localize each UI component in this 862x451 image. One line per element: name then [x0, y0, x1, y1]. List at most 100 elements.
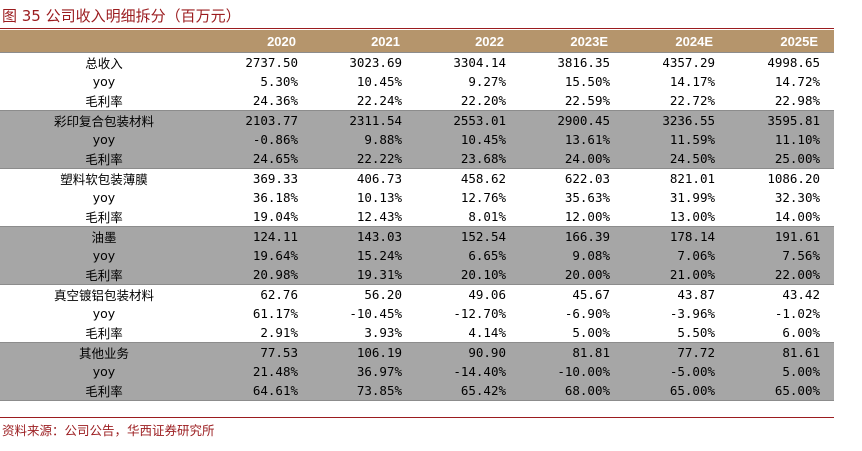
row-label: 毛利率	[0, 207, 208, 227]
table-row: yoy 19.64% 15.24% 6.65% 9.08% 7.06% 7.56%	[0, 246, 834, 265]
value-cell: 65.42%	[416, 381, 520, 401]
row-label: 毛利率	[0, 265, 208, 285]
header-year-5: 2024E	[624, 30, 729, 53]
value-cell: 22.59%	[520, 91, 624, 111]
value-cell: 13.61%	[520, 130, 624, 149]
table-row: 毛利率 20.98% 19.31% 20.10% 20.00% 21.00% 22.00%	[0, 265, 834, 285]
row-label: 毛利率	[0, 91, 208, 111]
header-label-cell	[0, 30, 208, 53]
row-label: 彩印复合包装材料	[0, 110, 208, 130]
table-row: 毛利率 24.36% 22.24% 22.20% 22.59% 22.72% 22.98%	[0, 91, 834, 111]
value-cell: -12.70%	[416, 304, 520, 323]
value-cell: 62.76	[208, 284, 312, 304]
value-cell: 24.00%	[520, 149, 624, 169]
value-cell: 25.00%	[729, 149, 834, 169]
value-cell: 406.73	[312, 168, 416, 188]
value-cell: 43.87	[624, 284, 729, 304]
value-cell: 15.24%	[312, 246, 416, 265]
row-label: 其他业务	[0, 342, 208, 362]
value-cell: 191.61	[729, 226, 834, 246]
value-cell: 143.03	[312, 226, 416, 246]
value-cell: 106.19	[312, 342, 416, 362]
value-cell: 19.31%	[312, 265, 416, 285]
value-cell: 8.01%	[416, 207, 520, 227]
figure-title: 图 35 公司收入明细拆分（百万元）	[2, 7, 241, 25]
value-cell: 90.90	[416, 342, 520, 362]
value-cell: 6.65%	[416, 246, 520, 265]
value-cell: 43.42	[729, 284, 834, 304]
value-cell: 21.48%	[208, 362, 312, 381]
row-label: 油墨	[0, 226, 208, 246]
value-cell: 61.17%	[208, 304, 312, 323]
table-row: 塑料软包装薄膜 369.33 406.73 458.62 622.03 821.01 108…	[0, 168, 834, 188]
value-cell: 68.00%	[520, 381, 624, 401]
table-row: yoy -0.86% 9.88% 10.45% 13.61% 11.59% 11.10%	[0, 130, 834, 149]
value-cell: 166.39	[520, 226, 624, 246]
header-year-2: 2021	[312, 30, 416, 53]
value-cell: 19.64%	[208, 246, 312, 265]
value-cell: 73.85%	[312, 381, 416, 401]
value-cell: 31.99%	[624, 188, 729, 207]
value-cell: 2311.54	[312, 110, 416, 130]
value-cell: 23.68%	[416, 149, 520, 169]
row-label: yoy	[0, 246, 208, 265]
header-year-3: 2022	[416, 30, 520, 53]
value-cell: -6.90%	[520, 304, 624, 323]
value-cell: 81.61	[729, 342, 834, 362]
table-row: yoy 21.48% 36.97% -14.40% -10.00% -5.00% 5.00%	[0, 362, 834, 381]
value-cell: 2553.01	[416, 110, 520, 130]
value-cell: 178.14	[624, 226, 729, 246]
value-cell: 36.18%	[208, 188, 312, 207]
value-cell: 4998.65	[729, 52, 834, 72]
value-cell: 65.00%	[729, 381, 834, 401]
row-label: yoy	[0, 72, 208, 91]
table-row: 真空镀铝包装材料 62.76 56.20 49.06 45.67 43.87 43.42	[0, 284, 834, 304]
value-cell: 22.24%	[312, 91, 416, 111]
value-cell: 5.50%	[624, 323, 729, 343]
value-cell: 369.33	[208, 168, 312, 188]
header-year-4: 2023E	[520, 30, 624, 53]
value-cell: 32.30%	[729, 188, 834, 207]
value-cell: 49.06	[416, 284, 520, 304]
value-cell: 13.00%	[624, 207, 729, 227]
value-cell: 4357.29	[624, 52, 729, 72]
value-cell: 24.50%	[624, 149, 729, 169]
value-cell: -10.45%	[312, 304, 416, 323]
value-cell: 20.00%	[520, 265, 624, 285]
row-label: yoy	[0, 130, 208, 149]
table-row: 彩印复合包装材料 2103.77 2311.54 2553.01 2900.45 3236…	[0, 110, 834, 130]
row-label: 塑料软包装薄膜	[0, 168, 208, 188]
table-row: yoy 61.17% -10.45% -12.70% -6.90% -3.96% -1.02…	[0, 304, 834, 323]
value-cell: 12.76%	[416, 188, 520, 207]
value-cell: 622.03	[520, 168, 624, 188]
value-cell: -5.00%	[624, 362, 729, 381]
footer-rule	[0, 417, 834, 418]
value-cell: 14.17%	[624, 72, 729, 91]
value-cell: 20.10%	[416, 265, 520, 285]
value-cell: 24.65%	[208, 149, 312, 169]
table-body: 总收入 2737.50 3023.69 3304.14 3816.35 4357.29 49…	[0, 52, 834, 401]
value-cell: 3023.69	[312, 52, 416, 72]
table-row: 毛利率 19.04% 12.43% 8.01% 12.00% 13.00% 14.00%	[0, 207, 834, 227]
value-cell: 5.00%	[729, 362, 834, 381]
value-cell: 3.93%	[312, 323, 416, 343]
table-row: 毛利率 24.65% 22.22% 23.68% 24.00% 24.50% 25.00%	[0, 149, 834, 169]
value-cell: 10.45%	[312, 72, 416, 91]
revenue-breakdown-table: 2020 2021 2022 2023E 2024E 2025E 总收入 2737.50 30…	[0, 30, 834, 401]
value-cell: -1.02%	[729, 304, 834, 323]
value-cell: 14.72%	[729, 72, 834, 91]
value-cell: 7.56%	[729, 246, 834, 265]
row-label: yoy	[0, 362, 208, 381]
value-cell: 22.72%	[624, 91, 729, 111]
table-row: 总收入 2737.50 3023.69 3304.14 3816.35 4357.29 49…	[0, 52, 834, 72]
value-cell: 3236.55	[624, 110, 729, 130]
row-label: 毛利率	[0, 149, 208, 169]
value-cell: 77.72	[624, 342, 729, 362]
value-cell: -14.40%	[416, 362, 520, 381]
value-cell: -3.96%	[624, 304, 729, 323]
value-cell: 14.00%	[729, 207, 834, 227]
row-label: yoy	[0, 304, 208, 323]
value-cell: 124.11	[208, 226, 312, 246]
value-cell: 7.06%	[624, 246, 729, 265]
value-cell: 2103.77	[208, 110, 312, 130]
